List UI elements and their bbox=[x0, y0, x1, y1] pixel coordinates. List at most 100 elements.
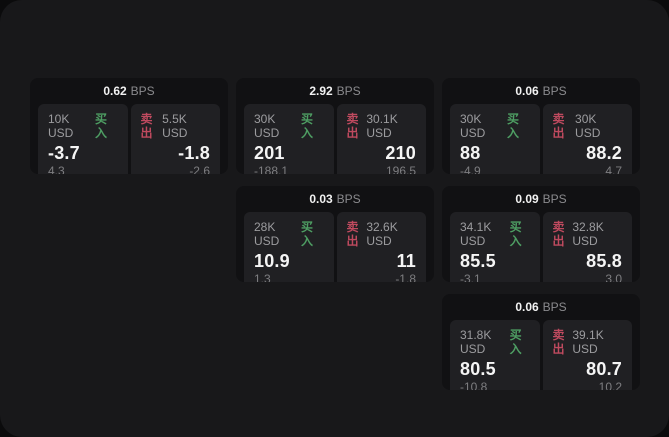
sell-panel-top: 卖出 39.1K USD bbox=[553, 328, 623, 356]
sell-price: 80.7 bbox=[586, 359, 622, 379]
sell-panel[interactable]: 卖出 30K USD 88.2 4.7 bbox=[542, 104, 632, 174]
sell-amount: 5.5K USD bbox=[162, 112, 188, 140]
sell-amount: 32.8K USD bbox=[572, 220, 604, 248]
sell-panel-top: 卖出 30K USD bbox=[553, 112, 623, 140]
panels: 30K USD 买入 88 -4.9 卖出 30K USD 88.2 4.7 bbox=[442, 104, 640, 174]
spread-card: 0.62 BPS 10K USD 买入 -3.7 4.3 卖出 5.5K USD bbox=[30, 78, 228, 174]
buy-price: 85.5 bbox=[460, 251, 496, 271]
bps-unit-label: BPS bbox=[130, 84, 155, 98]
buy-amount: 30K USD bbox=[460, 112, 486, 140]
sell-panel-top: 卖出 30.1K USD bbox=[347, 112, 417, 140]
card-header: 0.09 BPS bbox=[442, 186, 640, 212]
buy-panel[interactable]: 30K USD 买入 88 -4.9 bbox=[450, 104, 540, 174]
buy-panel-top: 34.1K USD 买入 bbox=[460, 220, 530, 248]
buy-tag: 买入 bbox=[300, 220, 313, 248]
buy-panel-top: 31.8K USD 买入 bbox=[460, 328, 530, 356]
buy-panel[interactable]: 30K USD 买入 201 -188.1 bbox=[244, 104, 334, 174]
panels: 10K USD 买入 -3.7 4.3 卖出 5.5K USD -1.8 -2.… bbox=[30, 104, 228, 174]
sell-panel-top: 卖出 32.6K USD bbox=[347, 220, 417, 248]
sell-sub-value: 4.7 bbox=[605, 164, 622, 174]
bps-value: 2.92 bbox=[309, 84, 333, 98]
buy-amount: 10K USD bbox=[48, 112, 74, 140]
bps-unit-label: BPS bbox=[336, 84, 361, 98]
buy-panel[interactable]: 10K USD 买入 -3.7 4.3 bbox=[38, 104, 128, 174]
bps-unit-label: BPS bbox=[542, 192, 567, 206]
buy-tag: 买入 bbox=[509, 220, 522, 248]
sell-panel-top: 卖出 32.8K USD bbox=[553, 220, 623, 248]
buy-price: 10.9 bbox=[254, 251, 290, 271]
buy-sub-value: -4.9 bbox=[460, 164, 481, 174]
buy-tag: 买入 bbox=[509, 328, 522, 356]
buy-price: 80.5 bbox=[460, 359, 496, 379]
card-header: 0.06 BPS bbox=[442, 294, 640, 320]
sell-tag: 卖出 bbox=[552, 328, 565, 356]
quote-card-grid: 0.62 BPS 10K USD 买入 -3.7 4.3 卖出 5.5K USD bbox=[30, 78, 640, 390]
panels: 31.8K USD 买入 80.5 -10.8 卖出 39.1K USD 80.… bbox=[442, 320, 640, 390]
sell-price: 88.2 bbox=[586, 143, 622, 163]
buy-amount: 31.8K USD bbox=[460, 328, 492, 356]
sell-sub-value: 196.5 bbox=[385, 164, 416, 174]
bps-value: 0.06 bbox=[515, 84, 539, 98]
buy-panel-top: 28K USD 买入 bbox=[254, 220, 324, 248]
buy-amount: 30K USD bbox=[254, 112, 280, 140]
card-header: 2.92 BPS bbox=[236, 78, 434, 104]
buy-sub-value: 1.3 bbox=[254, 272, 271, 282]
panels: 30K USD 买入 201 -188.1 卖出 30.1K USD 210 1… bbox=[236, 104, 434, 174]
sell-amount: 32.6K USD bbox=[366, 220, 398, 248]
bps-value: 0.62 bbox=[103, 84, 127, 98]
sell-panel-top: 卖出 5.5K USD bbox=[141, 112, 211, 140]
buy-price: -3.7 bbox=[48, 143, 80, 163]
sell-amount: 30K USD bbox=[575, 112, 601, 140]
buy-panel[interactable]: 34.1K USD 买入 85.5 -3.1 bbox=[450, 212, 540, 282]
bps-value: 0.06 bbox=[515, 300, 539, 314]
bps-value: 0.03 bbox=[309, 192, 333, 206]
sell-tag: 卖出 bbox=[552, 112, 565, 140]
sell-price: -1.8 bbox=[178, 143, 210, 163]
card-header: 0.62 BPS bbox=[30, 78, 228, 104]
sell-amount: 30.1K USD bbox=[366, 112, 398, 140]
sell-sub-value: -1.8 bbox=[395, 272, 416, 282]
buy-amount: 34.1K USD bbox=[460, 220, 492, 248]
buy-price: 201 bbox=[254, 143, 285, 163]
spread-card: 0.09 BPS 34.1K USD 买入 85.5 -3.1 卖出 32.8K… bbox=[442, 186, 640, 282]
bps-unit-label: BPS bbox=[336, 192, 361, 206]
sell-price: 11 bbox=[396, 251, 416, 271]
sell-tag: 卖出 bbox=[140, 112, 153, 140]
sell-sub-value: 10.2 bbox=[598, 380, 622, 390]
buy-sub-value: 4.3 bbox=[48, 164, 65, 174]
buy-sub-value: -188.1 bbox=[254, 164, 289, 174]
buy-amount: 28K USD bbox=[254, 220, 280, 248]
sell-panel[interactable]: 卖出 5.5K USD -1.8 -2.6 bbox=[130, 104, 220, 174]
sell-sub-value: -2.6 bbox=[189, 164, 210, 174]
buy-sub-value: -3.1 bbox=[460, 272, 481, 282]
sell-price: 210 bbox=[385, 143, 416, 163]
buy-panel[interactable]: 31.8K USD 买入 80.5 -10.8 bbox=[450, 320, 540, 390]
card-header: 0.06 BPS bbox=[442, 78, 640, 104]
buy-price: 88 bbox=[460, 143, 481, 163]
spread-card: 0.03 BPS 28K USD 买入 10.9 1.3 卖出 32.6K US… bbox=[236, 186, 434, 282]
sell-panel[interactable]: 卖出 30.1K USD 210 196.5 bbox=[336, 104, 426, 174]
bps-unit-label: BPS bbox=[542, 84, 567, 98]
bps-value: 0.09 bbox=[515, 192, 539, 206]
sell-tag: 卖出 bbox=[346, 112, 359, 140]
bps-unit-label: BPS bbox=[542, 300, 567, 314]
sell-price: 85.8 bbox=[586, 251, 622, 271]
sell-tag: 卖出 bbox=[346, 220, 359, 248]
sell-tag: 卖出 bbox=[552, 220, 565, 248]
panels: 34.1K USD 买入 85.5 -3.1 卖出 32.8K USD 85.8… bbox=[442, 212, 640, 282]
buy-tag: 买入 bbox=[300, 112, 313, 140]
card-header: 0.03 BPS bbox=[236, 186, 434, 212]
buy-tag: 买入 bbox=[94, 112, 107, 140]
panels: 28K USD 买入 10.9 1.3 卖出 32.6K USD 11 -1.8 bbox=[236, 212, 434, 282]
buy-panel-top: 30K USD 买入 bbox=[460, 112, 530, 140]
buy-panel-top: 30K USD 买入 bbox=[254, 112, 324, 140]
buy-panel-top: 10K USD 买入 bbox=[48, 112, 118, 140]
sell-amount: 39.1K USD bbox=[572, 328, 604, 356]
sell-panel[interactable]: 卖出 32.6K USD 11 -1.8 bbox=[336, 212, 426, 282]
sell-panel[interactable]: 卖出 39.1K USD 80.7 10.2 bbox=[542, 320, 632, 390]
buy-tag: 买入 bbox=[506, 112, 519, 140]
spread-card: 0.06 BPS 30K USD 买入 88 -4.9 卖出 30K USD bbox=[442, 78, 640, 174]
sell-panel[interactable]: 卖出 32.8K USD 85.8 3.0 bbox=[542, 212, 632, 282]
buy-panel[interactable]: 28K USD 买入 10.9 1.3 bbox=[244, 212, 334, 282]
